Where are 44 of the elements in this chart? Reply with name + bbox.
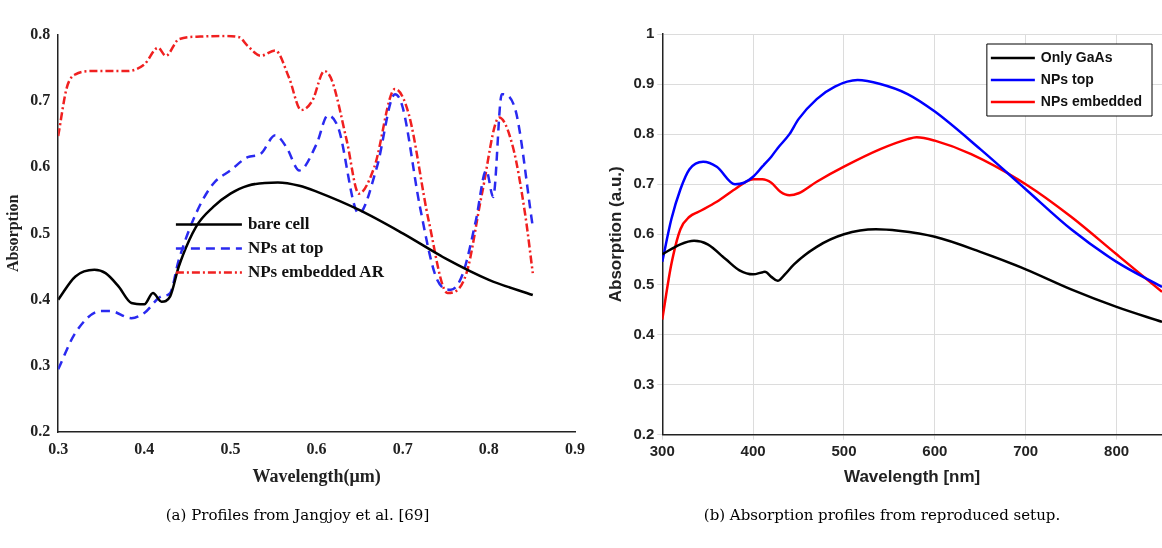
- x-tick-label: 700: [1013, 441, 1039, 459]
- text: (b) Absorption profiles from reproduced setup.: [702, 506, 1062, 524]
- legend-label: NPs at top: [247, 237, 324, 257]
- x-tick-label: 0.9: [565, 439, 585, 457]
- y-axis-title: Absorption: [3, 194, 22, 273]
- line-series: [58, 181, 535, 306]
- x-tick-label: 0.5: [220, 439, 241, 457]
- y-tick-label: 0.8: [30, 24, 51, 42]
- legend-label: NPs top: [1040, 70, 1094, 87]
- x-tick-label: 0.3: [48, 439, 69, 457]
- x-tick-label: 0.4: [134, 439, 155, 457]
- y-tick-label: 0.4: [30, 289, 51, 307]
- y-tick-label: 0.2: [30, 422, 51, 440]
- x-tick-label: 0.7: [392, 439, 413, 457]
- x-tick-label: 600: [922, 441, 948, 459]
- y-tick-label: 0.8: [633, 124, 655, 142]
- y-tick-label: 0.5: [30, 223, 51, 241]
- y-axis-title: Absorption (a.u.): [605, 166, 625, 303]
- x-tick-label: 300: [649, 441, 675, 459]
- legend-label: NPs embedded: [1040, 92, 1142, 109]
- y-tick-label: 0.4: [633, 324, 655, 342]
- y-tick-label: 0.7: [30, 91, 51, 109]
- y-tick-label: 1: [645, 24, 655, 42]
- y-tick-label: 0.3: [633, 374, 655, 392]
- x-tick-label: 800: [1104, 441, 1130, 459]
- y-tick-label: 0.7: [633, 174, 655, 192]
- y-tick-label: 0.9: [633, 74, 655, 92]
- x-tick-label: 500: [831, 441, 857, 459]
- x-axis-title: Wavelength [nm]: [843, 467, 981, 487]
- x-tick-label: 0.6: [306, 439, 327, 457]
- line-series: [58, 92, 535, 371]
- x-axis-title: Wavelength(μm): [252, 465, 381, 487]
- y-tick-label: 0.2: [633, 424, 655, 442]
- legend-label: bare cell: [247, 213, 310, 233]
- line-series: [58, 34, 535, 295]
- x-tick-label: 400: [740, 441, 766, 459]
- legend-label: Only GaAs: [1040, 48, 1113, 65]
- y-tick-label: 0.6: [633, 224, 655, 242]
- legend-label: NPs embedded AR: [247, 261, 385, 281]
- x-tick-label: 0.8: [478, 439, 499, 457]
- y-tick-label: 0.6: [30, 157, 51, 175]
- y-tick-label: 0.5: [633, 274, 655, 292]
- text: (a) Profiles from Jangjoy et al. [69]: [164, 506, 431, 524]
- y-tick-label: 0.3: [30, 356, 51, 374]
